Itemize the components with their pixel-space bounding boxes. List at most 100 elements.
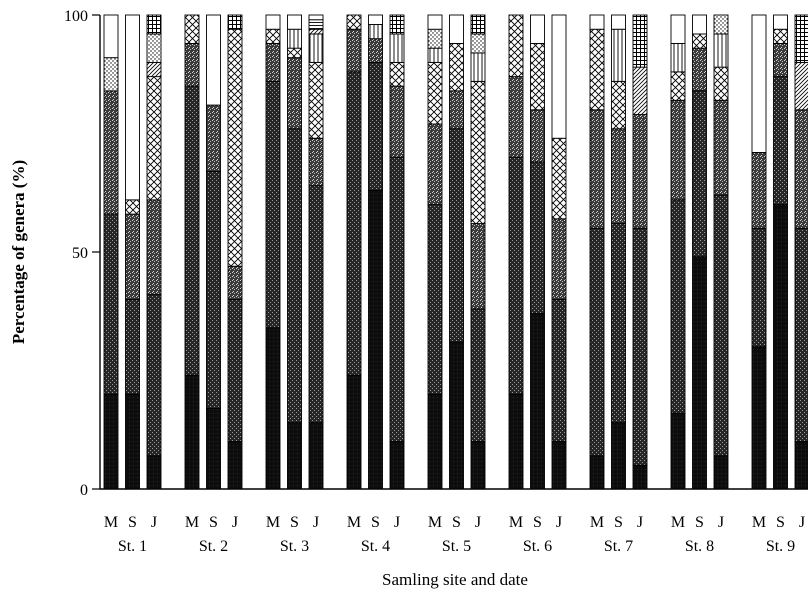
bar-segment-st7-m-x-cross — [589, 28, 605, 111]
bar-segment-st4-j-dotted — [389, 85, 405, 158]
bar-segment-st6-s-solid — [530, 313, 545, 490]
date-label-st2-j: J — [232, 514, 238, 531]
bar-segment-st7-s-x-cross — [611, 80, 626, 130]
bar-segment-st9-s-dotted — [773, 42, 788, 78]
bar-segment-st8-m-white — [670, 14, 686, 44]
bar-segment-st5-j-dotted — [470, 223, 486, 310]
site-label-st8: St. 8 — [685, 538, 714, 555]
bar-segment-st3-j-x-cross — [308, 61, 324, 139]
bar-segment-st8-m-dotted — [670, 99, 686, 201]
bar-segment-st8-j-vertical-lines — [713, 33, 729, 68]
bar-segment-st4-j-cross-dotted — [389, 156, 405, 443]
site-label-st7: St. 7 — [604, 538, 633, 555]
bar-segment-st8-s-cross-dotted — [692, 90, 707, 258]
bar-segment-st8-s-solid — [692, 256, 707, 490]
bar-segment-st2-j-grid — [227, 14, 243, 30]
site-label-st5: St. 5 — [442, 538, 471, 555]
date-label-st1-m: M — [104, 514, 118, 531]
bar-segment-st6-m-x-cross — [508, 14, 524, 78]
bar-segment-st7-j-dotted — [632, 114, 648, 229]
bar-segment-st1-m-solid — [103, 393, 119, 490]
bar-segment-st6-j-solid — [551, 441, 567, 490]
bar-segment-st2-m-dotted — [184, 42, 200, 87]
bar-segment-st3-j-cross-dotted — [308, 185, 324, 424]
bar-segment-st9-j-cross-dotted — [794, 227, 808, 443]
date-label-st1-j: J — [151, 514, 157, 531]
bar-segment-st2-j-dotted — [227, 265, 243, 300]
y-tick-label-0: 0 — [80, 482, 88, 499]
bar-segment-st1-j-grid — [146, 14, 162, 35]
date-label-st8-m: M — [671, 514, 685, 531]
bar-segment-st6-m-dotted — [508, 76, 524, 158]
bar-segment-st6-s-cross-dotted — [530, 161, 545, 315]
date-label-st7-j: J — [637, 514, 643, 531]
site-label-st1: St. 1 — [118, 538, 147, 555]
bar-segment-st5-j-cross-dotted — [470, 308, 486, 443]
bars-layer — [103, 14, 808, 490]
bar-segment-st3-j-solid — [308, 422, 324, 490]
bar-segment-st7-j-solid — [632, 464, 648, 490]
bar-segment-st7-m-cross-dotted — [589, 227, 605, 457]
bar-segment-st7-s-cross-dotted — [611, 223, 626, 424]
bar-segment-st7-j-diagonal — [632, 66, 648, 115]
bar-segment-st2-j-cross-dotted — [227, 298, 243, 443]
bar-segment-st7-m-solid — [589, 455, 605, 490]
bar-segment-st5-j-vertical-lines — [470, 52, 486, 82]
date-label-st3-j: J — [313, 514, 319, 531]
bar-segment-st3-s-cross-dotted — [287, 128, 302, 424]
bar-segment-st1-s-x-cross — [125, 199, 140, 215]
bar-segment-st2-s-white — [206, 14, 221, 106]
bar-segment-st1-j-x-cross — [146, 76, 162, 201]
bar-segment-st4-j-vertical-lines — [389, 33, 405, 63]
bar-segment-st5-j-grid — [470, 14, 486, 35]
bar-segment-st5-j-x-cross — [470, 80, 486, 225]
bar-segment-st4-j-x-cross — [389, 61, 405, 87]
bar-segment-st9-j-dotted — [794, 109, 808, 229]
bar-segment-st1-m-cross-dotted — [103, 213, 119, 395]
bar-segment-st6-s-white — [530, 14, 545, 44]
bar-segment-st4-j-grid — [389, 14, 405, 35]
bar-segment-st6-m-cross-dotted — [508, 156, 524, 395]
bar-segment-st5-j-solid — [470, 441, 486, 490]
bar-segment-st3-j-dotted — [308, 137, 324, 187]
bar-segment-st1-j-diagonal — [146, 61, 162, 78]
bar-segment-st3-m-solid — [265, 327, 281, 490]
bar-segment-st6-j-cross-dotted — [551, 298, 567, 443]
date-label-st6-j: J — [556, 514, 562, 531]
y-axis: 100 50 0 — [64, 8, 101, 499]
bar-segment-st2-s-cross-dotted — [206, 170, 221, 409]
bar-segment-st3-m-white — [265, 14, 281, 30]
date-label-st1-s: S — [128, 514, 137, 531]
date-label-st5-s: S — [452, 514, 461, 531]
bar-segment-st9-m-solid — [751, 346, 767, 490]
bar-segment-st2-j-solid — [227, 441, 243, 490]
bar-segment-st3-j-horizontal-lines — [308, 19, 324, 30]
bar-segment-st9-m-white — [751, 14, 767, 153]
bar-segment-st5-m-x-cross — [427, 61, 443, 125]
bar-segment-st6-m-solid — [508, 393, 524, 490]
bar-segment-st8-j-stipple — [713, 14, 729, 35]
bar-segment-st3-s-vertical-lines — [287, 28, 302, 49]
bar-segment-st9-j-solid — [794, 441, 808, 490]
site-label-st6: St. 6 — [523, 538, 552, 555]
bar-segment-st3-j-white — [308, 14, 324, 21]
bar-segment-st1-j-dotted — [146, 199, 162, 296]
date-label-st9-j: J — [799, 514, 805, 531]
site-label-st3: St. 3 — [280, 538, 309, 555]
bar-segment-st9-m-dotted — [751, 152, 767, 229]
bar-segment-st7-m-white — [589, 14, 605, 30]
bar-segment-st5-m-solid — [427, 393, 443, 490]
bar-segment-st6-s-dotted — [530, 109, 545, 163]
bar-segment-st8-j-dotted — [713, 99, 729, 196]
bar-segment-st7-s-vertical-lines — [611, 28, 626, 82]
bar-segment-st1-s-cross-dotted — [125, 298, 140, 395]
bar-segment-st8-s-x-cross — [692, 33, 707, 49]
bar-segment-st4-m-dotted — [346, 28, 362, 73]
bar-segment-st5-s-solid — [449, 341, 464, 490]
bar-segment-st5-s-cross-dotted — [449, 128, 464, 343]
bar-segment-st8-j-solid — [713, 455, 729, 490]
bar-segment-st4-s-vertical-lines — [368, 24, 383, 40]
bar-segment-st4-m-cross-dotted — [346, 71, 362, 376]
bar-segment-st2-s-solid — [206, 407, 221, 490]
